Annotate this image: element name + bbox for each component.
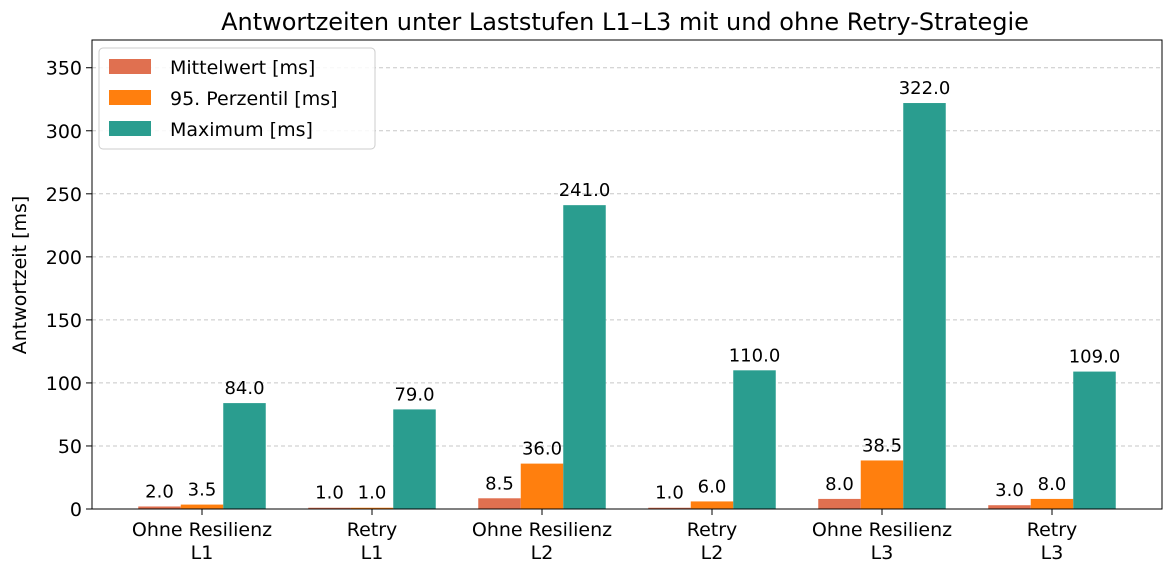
data-label: 2.0: [145, 481, 174, 502]
legend-label: 95. Perzentil [ms]: [170, 88, 338, 110]
bar: [818, 498, 861, 509]
data-label: 8.0: [1038, 474, 1067, 495]
x-tick-label: Ohne Resilienz L2: [472, 519, 612, 564]
bar: [690, 501, 734, 509]
data-label: 110.0: [729, 345, 781, 366]
bar: [1030, 498, 1074, 509]
bar: [903, 103, 946, 510]
legend-label: Maximum [ms]: [170, 119, 313, 141]
bar: [563, 205, 606, 509]
data-labels: 2.0 3.5 84.0 1.0 1.0 79.0 8.5 36.0 241.0 1.0 6.0 11…: [145, 78, 1120, 504]
bar: [1073, 371, 1116, 509]
x-axis-ticks: Ohne Resilienz L1 Retry L1 Ohne Resilienz L2 R…: [132, 509, 1077, 564]
legend-swatch: [109, 90, 151, 105]
y-tick-label: 250: [46, 184, 82, 206]
data-label: 79.0: [394, 384, 434, 405]
y-tick-label: 100: [46, 373, 82, 395]
y-tick-label: 200: [46, 247, 82, 269]
bar: [478, 498, 521, 509]
y-tick-label: 150: [46, 310, 82, 332]
bar: [393, 409, 436, 509]
bar: [733, 370, 776, 509]
x-tick-label: Ohne Resilienz L1: [132, 519, 272, 564]
data-label: 38.5: [862, 435, 902, 456]
y-tick-label: 350: [46, 58, 82, 80]
bar: [860, 460, 904, 509]
bar: [223, 403, 266, 509]
legend-box: [98, 47, 376, 150]
legend: Mittelwert [ms] 95. Perzentil [ms] Maximum…: [98, 47, 376, 150]
legend-swatch: [109, 121, 151, 136]
bar: [648, 507, 691, 509]
data-label: 8.5: [485, 473, 514, 494]
bar: [308, 507, 351, 509]
x-tick-label: Ohne Resilienz L3: [812, 519, 952, 564]
y-tick-label: 300: [46, 121, 82, 143]
bar: [138, 506, 181, 509]
data-label: 1.0: [358, 483, 387, 504]
data-label: 241.0: [559, 180, 611, 201]
y-tick-label: 50: [58, 436, 82, 458]
chart-title: Antwortzeiten unter Laststufen L1–L3 mit…: [221, 8, 1029, 36]
bar: [180, 504, 224, 509]
y-tick-label: 0: [70, 499, 82, 521]
y-axis-label: Antwortzeit [ms]: [9, 196, 31, 355]
bar: [988, 505, 1031, 509]
data-label: 1.0: [655, 483, 684, 504]
legend-swatch: [109, 59, 151, 74]
data-label: 322.0: [899, 78, 951, 99]
bar: [520, 463, 564, 509]
data-label: 8.0: [825, 474, 854, 495]
data-label: 1.0: [315, 483, 344, 504]
data-label: 109.0: [1069, 347, 1121, 368]
bars: [138, 103, 1116, 510]
x-tick-label: Retry L2: [687, 519, 738, 564]
plot-frame: [91, 39, 1163, 510]
x-tick-label: Retry L1: [347, 519, 398, 564]
data-label: 6.0: [698, 476, 727, 497]
data-label: 84.0: [224, 378, 264, 399]
x-tick-label: Retry L3: [1027, 519, 1078, 564]
data-label: 3.5: [188, 480, 217, 501]
data-label: 36.0: [522, 439, 562, 460]
bar: [350, 507, 394, 509]
legend-label: Mittelwert [ms]: [170, 57, 315, 79]
y-axis-ticks: 0 50 100 150 200 250 300 350: [46, 58, 92, 521]
data-label: 3.0: [995, 480, 1024, 501]
